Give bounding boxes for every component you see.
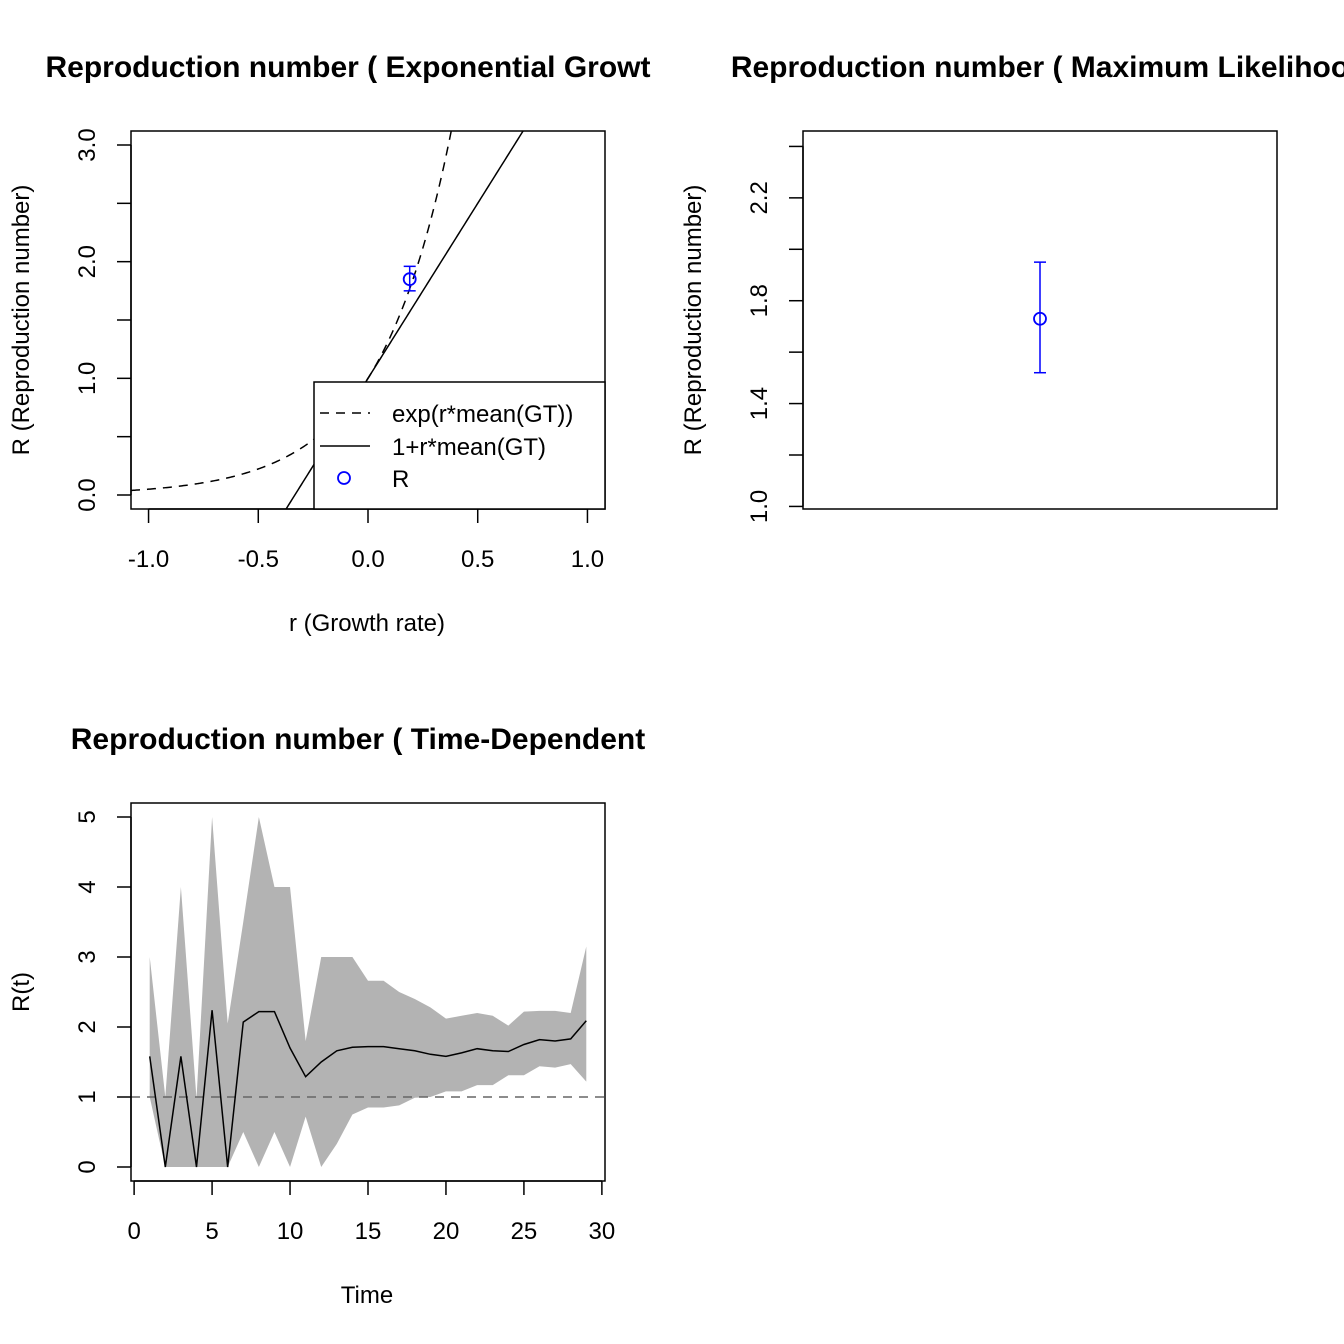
- x-tick-label: 20: [433, 1218, 460, 1245]
- x-tick-label: 30: [589, 1218, 616, 1245]
- time-dependent-panel: Reproduction number ( Time-Dependent Tim…: [8, 723, 645, 1309]
- y-tick-label: 1.4: [746, 387, 773, 420]
- x-tick-label: 0: [127, 1218, 140, 1245]
- y-tick-label: 5: [74, 810, 101, 823]
- y-tick-label: 1.0: [746, 490, 773, 523]
- y-tick-label: 2.2: [746, 181, 773, 214]
- x-tick-label: 25: [511, 1218, 538, 1245]
- series-linear-line: [285, 131, 524, 509]
- ml-estimate-point: [1033, 311, 1047, 326]
- legend-entry-exp: exp(r*mean(GT)): [392, 401, 573, 428]
- x-tick-label: 0.5: [461, 546, 494, 573]
- x-tick-label: -0.5: [238, 546, 279, 573]
- exponential-growth-y-label: R (Reproduction number): [8, 185, 35, 456]
- exponential-growth-plot-area: -1.0 -0.5 0.0 0.5 1.0 0.0 1.0 2.0 3.0: [74, 128, 606, 573]
- y-tick-label: 3.0: [74, 128, 101, 161]
- y-tick-label: 0.0: [74, 478, 101, 511]
- legend-entry-r: R: [392, 466, 409, 493]
- maximum-likelihood-panel: Reproduction number ( Maximum Likelihoo …: [680, 51, 1344, 523]
- confidence-band: [149, 817, 587, 1167]
- y-tick-label: 4: [74, 880, 101, 893]
- y-tick-label: 2: [74, 1020, 101, 1033]
- r-estimate-point: [402, 272, 417, 287]
- time-dependent-plot-area: 0 5 10 15 20 25 30 0 1 2 3 4 5: [74, 802, 616, 1245]
- y-tick-label: 1: [74, 1090, 101, 1103]
- exponential-growth-panel: Reproduction number ( Exponential Growt …: [8, 51, 651, 637]
- exponential-growth-legend: exp(r*mean(GT)) 1+r*mean(GT) R: [313, 381, 606, 510]
- x-tick-label: 15: [355, 1218, 382, 1245]
- exponential-growth-x-label: r (Growth rate): [289, 610, 445, 637]
- maximum-likelihood-y-label: R (Reproduction number): [680, 185, 707, 456]
- time-dependent-x-label: Time: [341, 1282, 393, 1309]
- x-tick-label: 5: [205, 1218, 218, 1245]
- rt-estimate-line: [148, 1010, 587, 1168]
- time-dependent-title: Reproduction number ( Time-Dependent: [71, 723, 645, 756]
- y-tick-label: 1.0: [74, 362, 101, 395]
- y-tick-label: 1.8: [746, 284, 773, 317]
- maximum-likelihood-title: Reproduction number ( Maximum Likelihoo: [731, 51, 1344, 84]
- x-tick-label: 10: [277, 1218, 304, 1245]
- x-tick-label: -1.0: [128, 546, 169, 573]
- x-tick-label: 1.0: [571, 546, 604, 573]
- legend-entry-linear: 1+r*mean(GT): [392, 434, 546, 461]
- exponential-growth-title: Reproduction number ( Exponential Growt: [45, 51, 650, 84]
- x-tick-label: 0.0: [351, 546, 384, 573]
- y-tick-label: 2.0: [74, 245, 101, 278]
- y-tick-label: 3: [74, 950, 101, 963]
- legend-point-swatch: [337, 471, 351, 485]
- time-dependent-y-label: R(t): [8, 972, 35, 1012]
- y-tick-label: 0: [74, 1160, 101, 1173]
- maximum-likelihood-plot-area: 1.0 1.4 1.8 2.2: [746, 130, 1278, 523]
